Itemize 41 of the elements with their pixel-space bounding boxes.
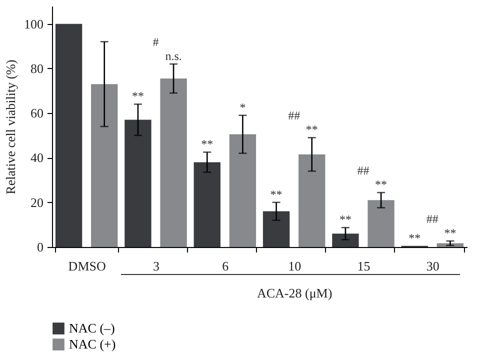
annotation: ** (408, 230, 421, 245)
y-tick-label: 40 (30, 150, 44, 166)
y-tick-label: 60 (30, 106, 44, 121)
annotation: ** (306, 122, 318, 137)
annotation: ** (132, 89, 144, 104)
bar (332, 234, 359, 247)
annotation: ** (375, 178, 388, 192)
x-axis-title: ACA-28 (μM) (256, 286, 332, 300)
bar (229, 134, 256, 247)
annotation: # (152, 35, 159, 50)
annotation: ** (201, 137, 214, 152)
y-axis-title: Relative cell viability (%) (3, 60, 18, 194)
x-tick-label: 10 (288, 258, 302, 274)
y-tick-label: 20 (30, 194, 44, 210)
bar (194, 162, 220, 247)
annotation: * (240, 100, 246, 114)
annotation: ## (357, 164, 370, 178)
legend-label: NAC (+) (69, 336, 116, 352)
y-tick-label: 100 (24, 16, 44, 32)
bar (368, 200, 394, 247)
bar (91, 84, 118, 247)
bar (160, 78, 187, 247)
annotation: ## (426, 212, 438, 226)
annotation: ** (270, 187, 282, 202)
bar (124, 120, 152, 247)
bar (262, 211, 290, 247)
x-tick-label: 30 (426, 258, 440, 274)
bar (55, 24, 82, 247)
y-tick-label: 0 (37, 240, 44, 254)
annotation: ## (288, 108, 300, 123)
annotation: n.s. (165, 49, 182, 64)
x-tick-label: 6 (222, 258, 230, 274)
annotation: ** (339, 212, 352, 227)
y-tick-label: 80 (30, 60, 44, 76)
bar (436, 243, 464, 247)
annotation: ** (444, 226, 456, 240)
legend-label: NAC (–) (69, 320, 115, 336)
x-tick-label: DMSO (68, 258, 106, 274)
bar (298, 154, 326, 247)
x-tick-label: 3 (153, 258, 160, 274)
x-tick-label: 15 (357, 258, 370, 274)
